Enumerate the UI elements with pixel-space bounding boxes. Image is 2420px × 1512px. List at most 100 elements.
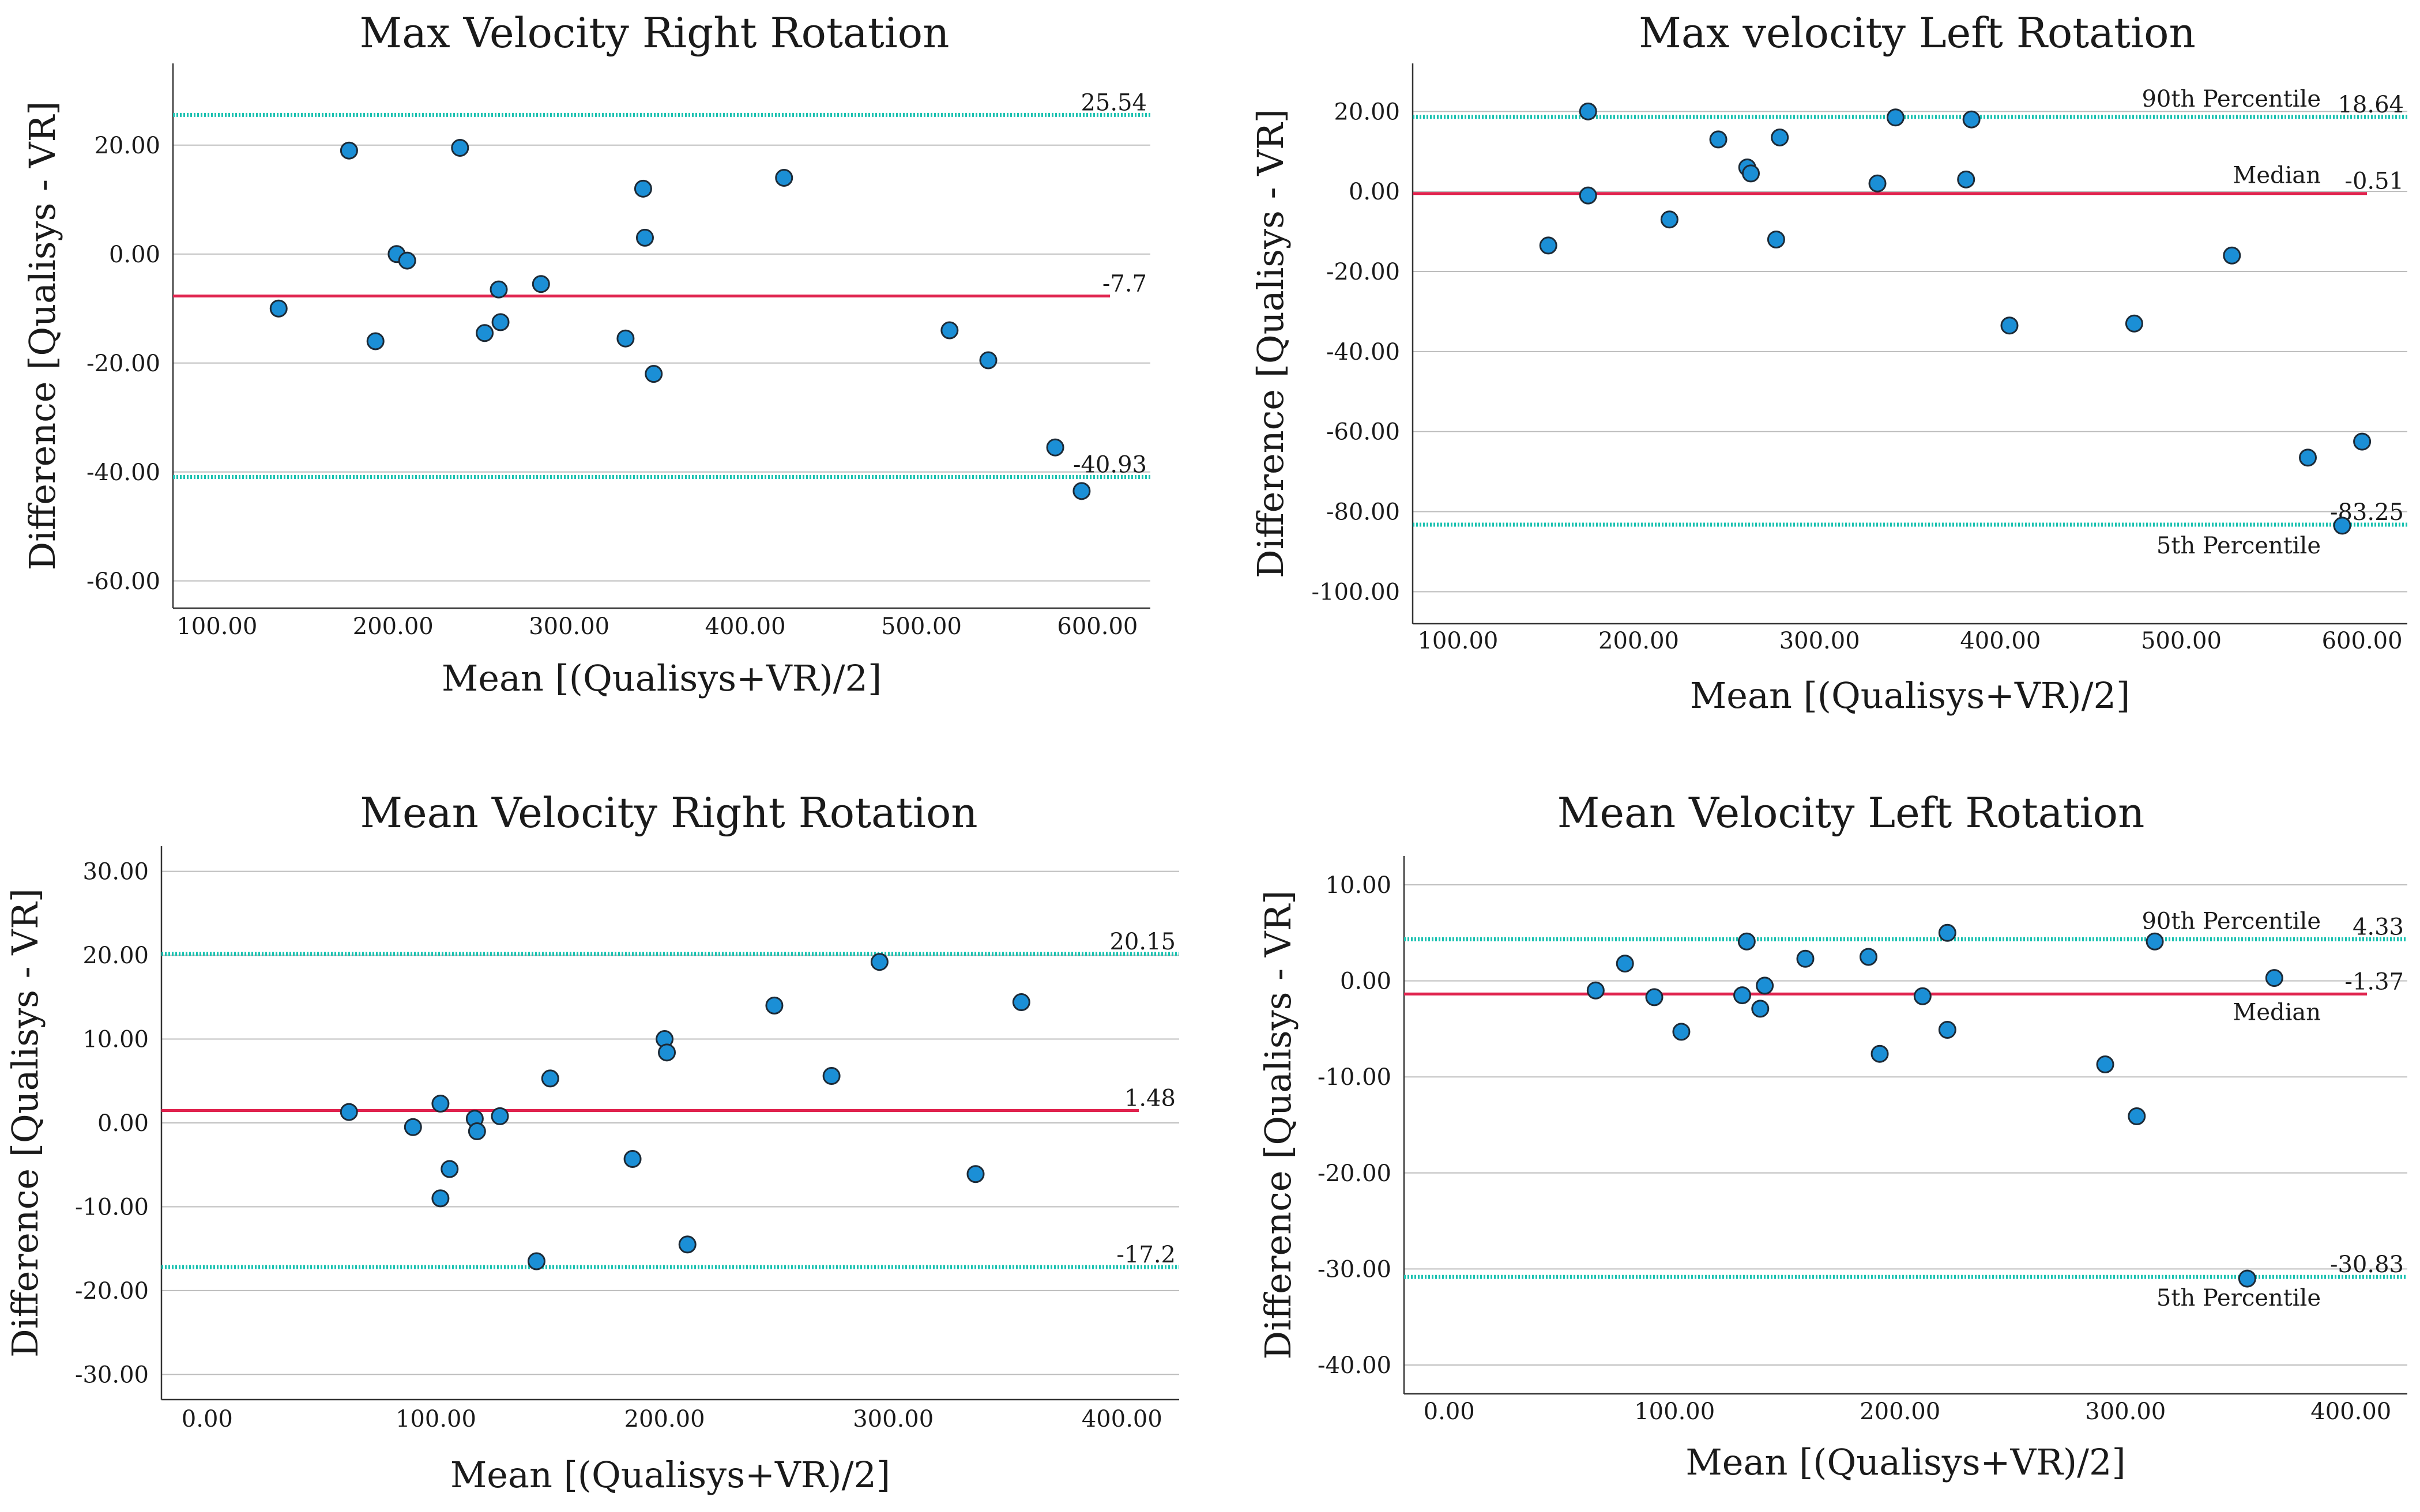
data-point [966,1165,985,1183]
chart-title: Max velocity Left Rotation [1639,9,2196,57]
chart-title: Mean Velocity Right Rotation [360,789,977,837]
data-point [940,321,959,340]
x-tick-label: 0.00 [1424,1398,1475,1425]
data-point [1870,1045,1889,1063]
y-tick-label: -30.00 [1318,1256,1391,1283]
data-point [451,138,469,157]
lower-line-value: -30.83 [2330,1251,2404,1278]
y-tick-label: -60.00 [1326,419,1400,446]
data-point [1771,128,1789,146]
y-axis-label: Difference [Qualisys - VR] [1257,891,1299,1360]
chart-panel-3: Mean Velocity Right Rotation -30.00 -20.00… [4,789,1179,1496]
data-point [1767,230,1785,248]
y-tick-label: 0.00 [109,242,160,268]
data-point [765,996,784,1015]
upper-line-name: 90th Percentile [2142,86,2321,112]
data-point [1586,981,1605,1000]
data-point [1072,482,1091,500]
data-point [532,275,550,293]
data-point [1938,923,1956,942]
chart-title: Max Velocity Right Rotation [360,9,950,57]
data-point [366,332,385,350]
lower-line-value: -17.2 [1116,1242,1176,1268]
upper-line-value: 25.54 [1081,89,1147,116]
x-tick-label: 300.00 [853,1406,934,1432]
x-tick-label: 200.00 [624,1406,705,1432]
data-point [398,251,416,270]
x-tick-label: 600.00 [2322,628,2403,654]
y-tick-label: 30.00 [82,859,149,885]
y-axis-label: Difference [Qualisys - VR] [4,888,46,1358]
data-point [1913,987,1932,1005]
y-tick-label: -20.00 [1326,259,1400,285]
data-point [431,1189,450,1208]
x-tick-label: 400.00 [1960,628,2041,654]
data-point [635,228,654,247]
y-axis-label: Difference [Qualisys - VR] [1249,109,1292,578]
data-point [1733,986,1752,1005]
data-point [2128,1107,2146,1126]
data-point [2299,448,2317,467]
y-tick-label: -20.00 [1318,1160,1391,1187]
data-point [1645,988,1663,1006]
x-tick-label: 500.00 [881,613,962,640]
median-line-name: Median [2233,163,2321,189]
x-tick-label: 200.00 [353,613,434,640]
data-point [1539,236,1557,255]
data-point [634,179,652,198]
x-tick-label: 300.00 [2085,1398,2166,1425]
chart-title: Mean Velocity Left Rotation [1557,789,2145,837]
data-point [1756,976,1774,995]
y-tick-label: -20.00 [75,1278,149,1304]
y-tick-label: 10.00 [82,1027,149,1053]
data-point [491,313,510,331]
y-tick-label: -60.00 [86,568,160,595]
chart-panel-4: Mean Velocity Left Rotation -40.00 -30.00 -… [1257,789,2407,1483]
lower-line-name: 5th Percentile [2156,533,2321,559]
median-line-value: 1.48 [1124,1085,1176,1111]
data-point [1579,186,1597,205]
median-line-value: -1.37 [2344,968,2404,995]
chart-panel-1: Max Velocity Right Rotation -60.00 -40.00 -… [21,9,1150,699]
y-tick-label: 0.00 [97,1110,149,1137]
y-tick-label: -10.00 [1318,1064,1391,1091]
y-tick-label: -30.00 [75,1362,149,1388]
x-axis-label: Mean [(Qualisys+VR)/2] [1685,1441,2125,1483]
x-tick-label: 300.00 [529,613,609,640]
x-axis-label: Mean [(Qualisys+VR)/2] [1690,674,2130,717]
y-tick-label: -40.00 [1326,339,1400,365]
data-point [1709,130,1728,149]
y-tick-label: -20.00 [86,350,160,377]
data-point [1751,1000,1770,1018]
x-tick-label: 100.00 [396,1406,476,1432]
data-point [1886,108,1905,127]
x-tick-label: 100.00 [1634,1398,1715,1425]
y-tick-label: 0.00 [1349,179,1400,205]
data-point [2265,969,2283,987]
data-point [1962,110,1981,129]
x-tick-label: 100.00 [176,613,257,640]
x-tick-label: 300.00 [1779,628,1860,654]
data-point [431,1095,450,1113]
y-tick-label: -80.00 [1326,499,1400,526]
data-point [340,141,358,160]
upper-line-name: 90th Percentile [2142,908,2321,934]
data-point [1012,993,1030,1012]
median-line-name: Median [2233,999,2321,1025]
data-point [1046,438,1064,457]
data-point [2353,432,2372,451]
y-tick-label: -100.00 [1312,579,1400,605]
data-point [1868,174,1887,193]
y-tick-label: 20.00 [82,942,149,969]
x-tick-label: 400.00 [705,613,786,640]
data-point [2223,246,2241,265]
y-tick-label: -10.00 [75,1194,149,1220]
data-point [1672,1023,1691,1041]
x-tick-label: 600.00 [1057,613,1138,640]
data-point [541,1069,559,1088]
data-point [678,1235,697,1254]
x-tick-label: 400.00 [1082,1406,1162,1432]
y-tick-label: 10.00 [1325,872,1391,899]
data-point [491,1107,509,1125]
